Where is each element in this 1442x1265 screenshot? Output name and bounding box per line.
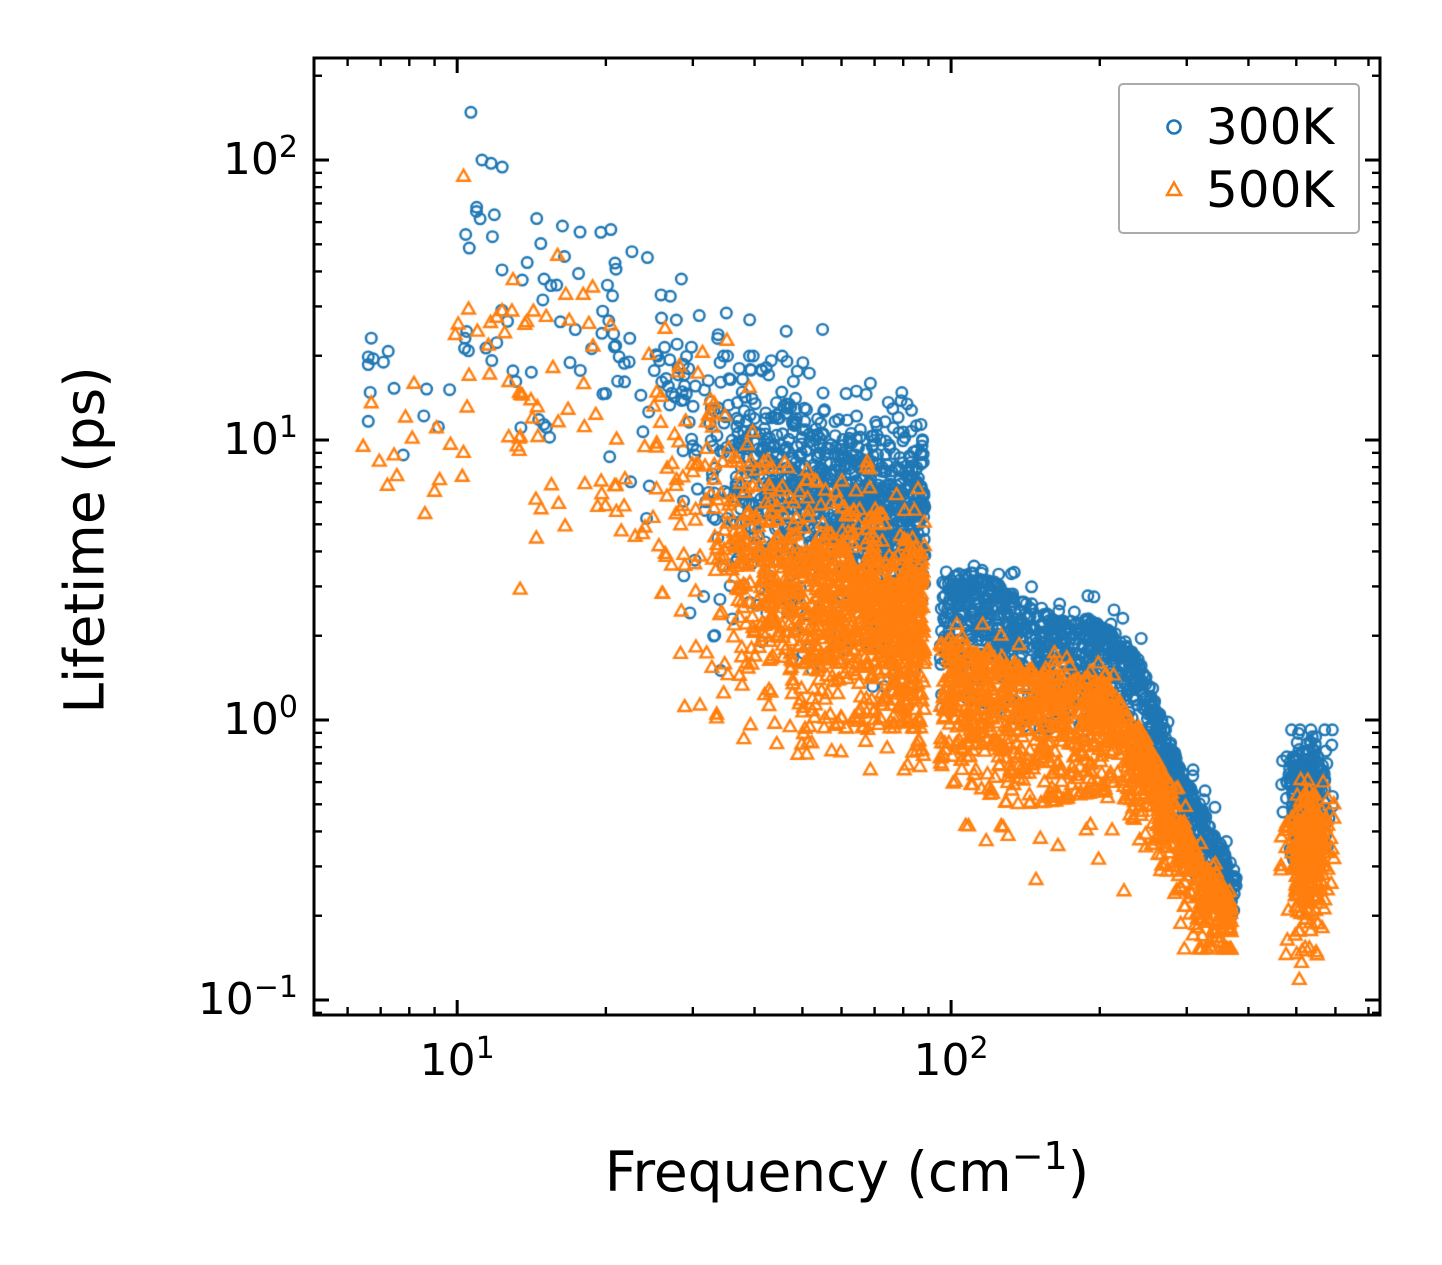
legend-entry-500k: 500K <box>1142 159 1358 222</box>
legend-marker-300k-circle-icon <box>1142 110 1206 144</box>
y-tick-label: 101 <box>222 409 298 466</box>
y-tick-label: 102 <box>222 129 298 186</box>
legend-label-500k: 500K <box>1206 161 1335 219</box>
x-axis-label-close: ) <box>1067 1140 1090 1204</box>
x-tick-label: 101 <box>419 1030 495 1086</box>
legend-entry-300k: 300K <box>1142 96 1358 159</box>
legend-box: 300K 500K <box>1118 83 1360 234</box>
y-tick-label: 100 <box>222 689 298 745</box>
legend-label-300k: 300K <box>1206 98 1335 156</box>
y-axis-label: Lifetime (ps) <box>52 366 117 714</box>
legend-marker-500k-triangle-icon <box>1142 173 1206 207</box>
x-axis-label: Frequency (cm−1) <box>605 1137 1089 1200</box>
y-tick-label: 10−1 <box>197 969 298 1025</box>
x-tick-label: 102 <box>913 1030 989 1086</box>
plot-spines <box>312 56 1382 1017</box>
x-axis-label-text: Frequency (cm <box>604 1140 1012 1204</box>
x-axis-label-sup: −1 <box>1011 1133 1068 1178</box>
